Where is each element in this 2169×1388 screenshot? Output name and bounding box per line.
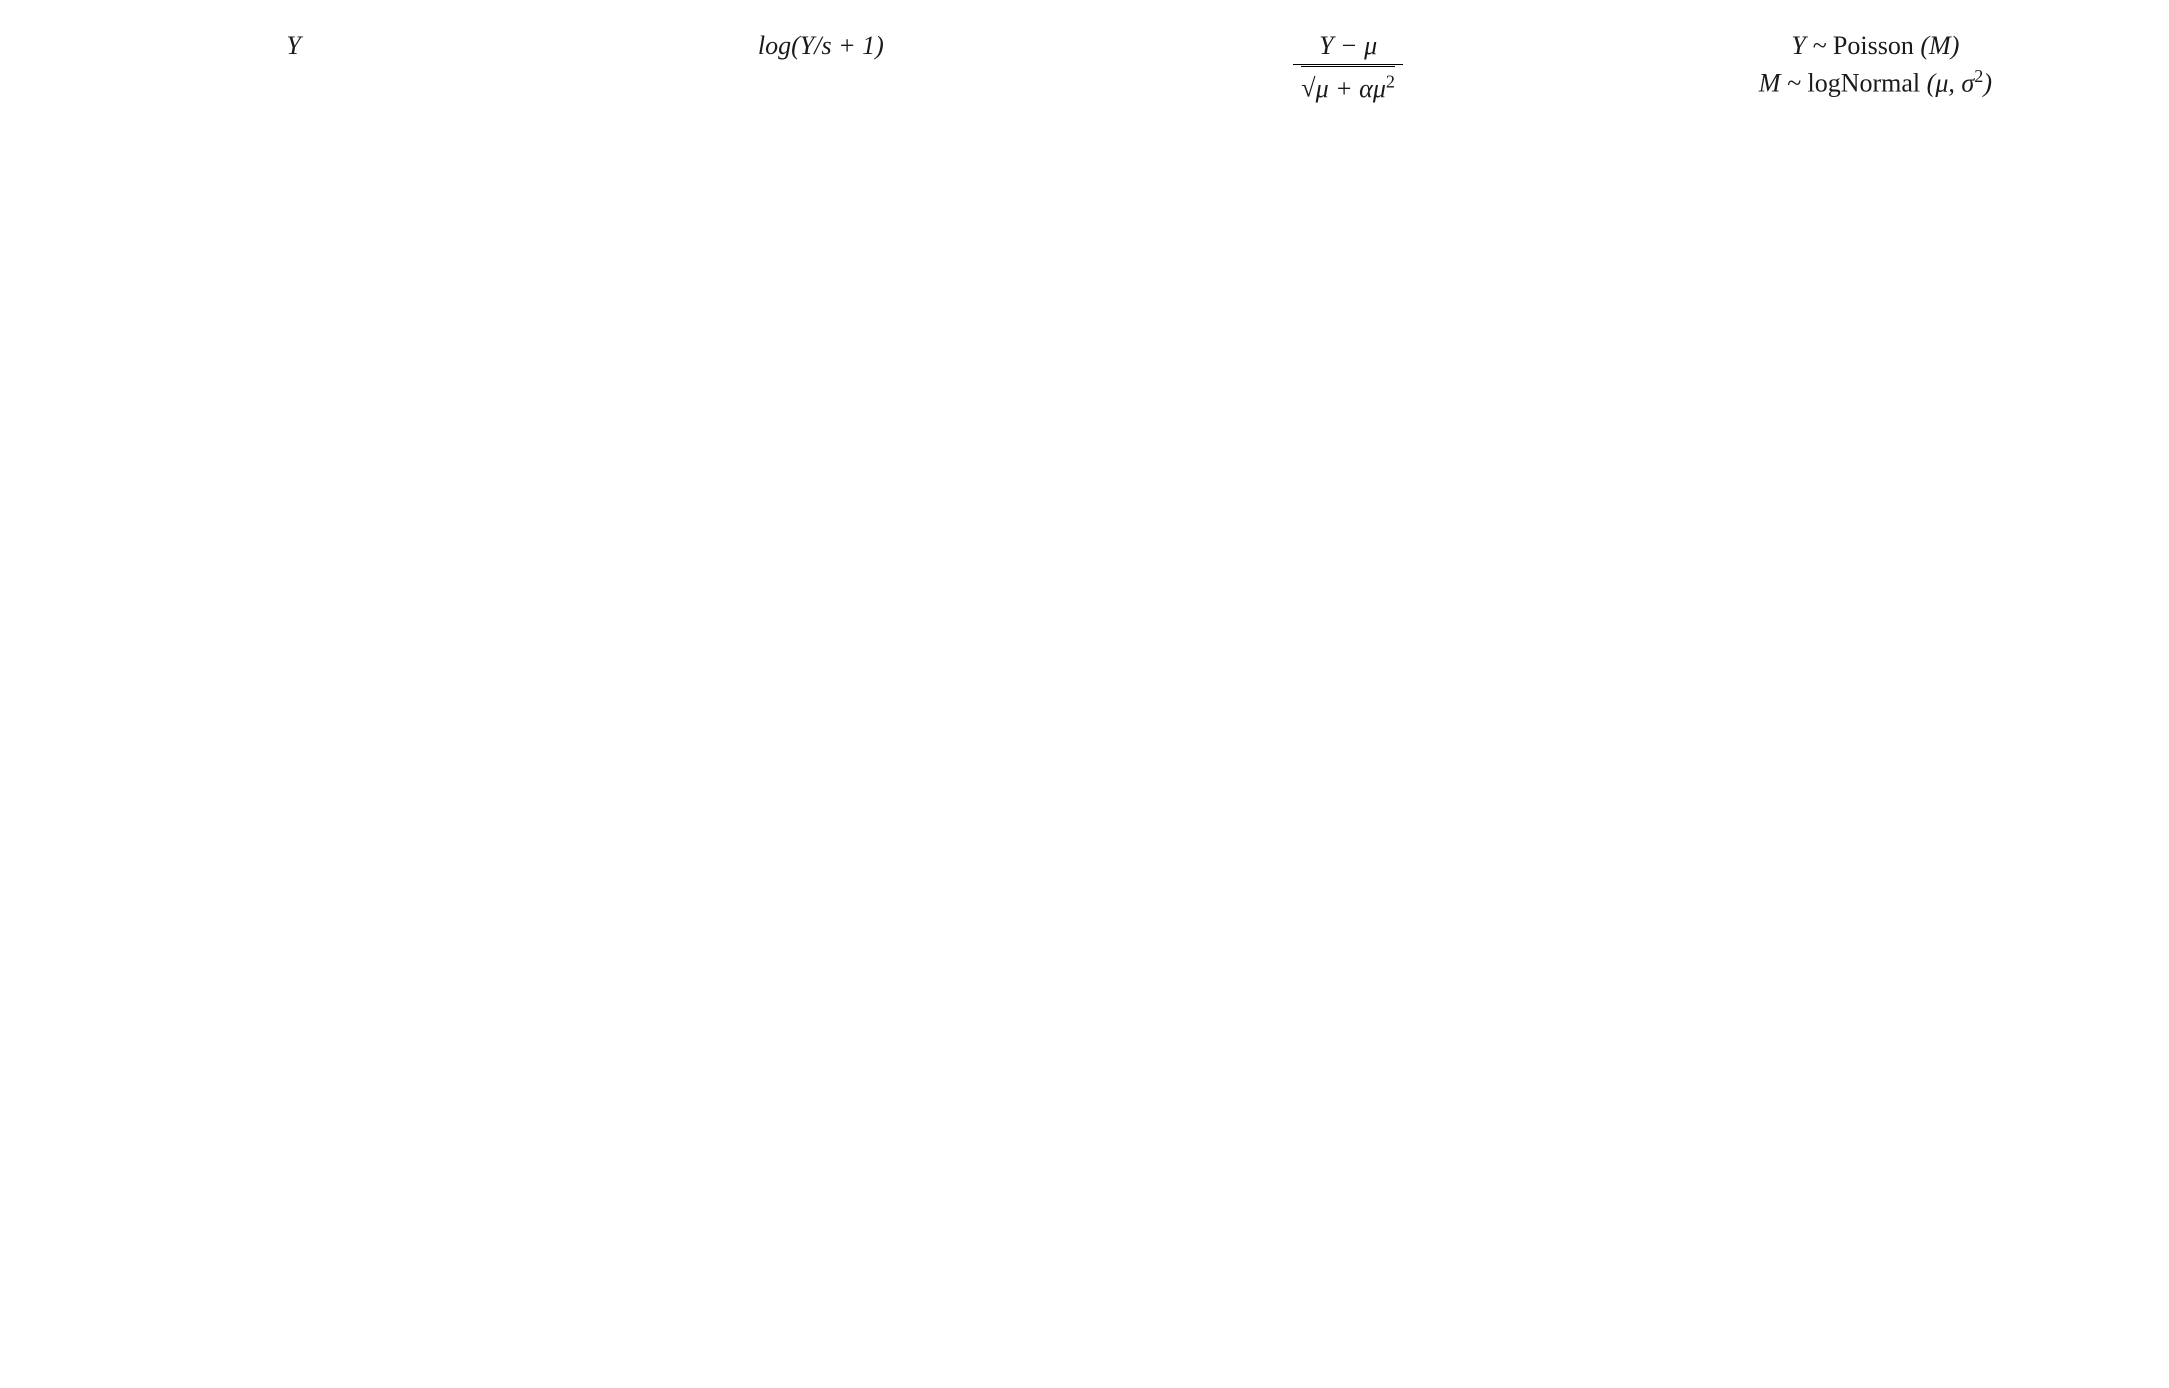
formula-glm: Y − μ √μ + αμ2 — [1085, 28, 1612, 107]
formula-raw: Y — [30, 28, 557, 107]
formulas-row: Y log(Y/s + 1) Y − μ √μ + αμ2 Y ~ Poisso… — [30, 28, 2139, 107]
formula-delta: log(Y/s + 1) — [557, 28, 1084, 107]
formula-latent: Y ~ Poisson (M) M ~ logNormal (μ, σ2) — [1612, 28, 2139, 107]
